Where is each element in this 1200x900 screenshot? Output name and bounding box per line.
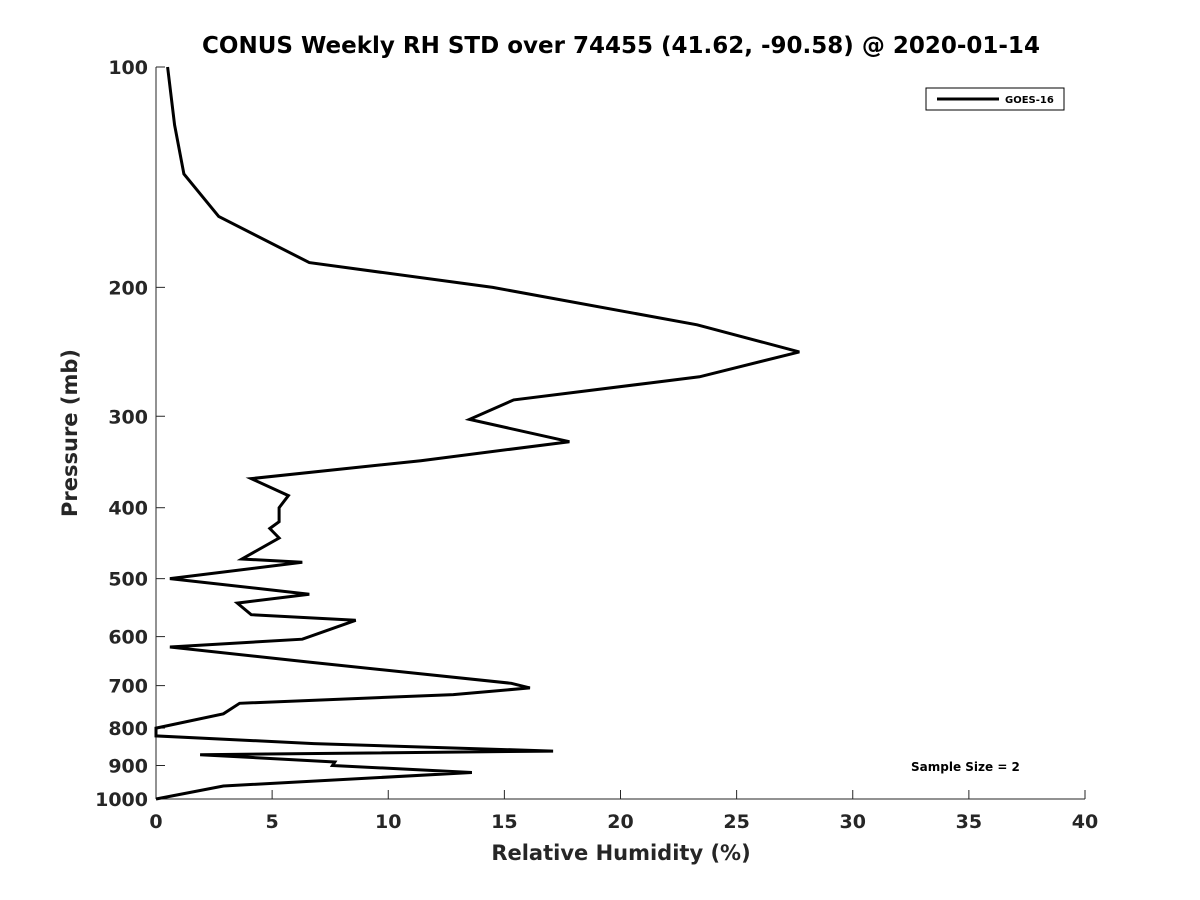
- sample-size-annotation: Sample Size = 2: [911, 760, 1020, 774]
- x-axis-label: Relative Humidity (%): [491, 841, 750, 865]
- series-group: [154, 66, 800, 801]
- x-tick-label: 15: [491, 811, 517, 833]
- x-tick-label: 25: [723, 811, 749, 833]
- y-tick-label: 900: [108, 756, 148, 778]
- axes: 0 5 10 15 20 25 30 35 40 100 200 300 400 500 600 700 800…: [95, 57, 1098, 833]
- y-tick-label: 300: [108, 406, 148, 428]
- x-tick-label: 10: [375, 811, 401, 833]
- y-axis-label: Pressure (mb): [58, 349, 82, 517]
- x-tick-label: 30: [840, 811, 866, 833]
- y-tick-label: 700: [108, 676, 148, 698]
- x-tick-label: 20: [607, 811, 633, 833]
- y-tick-label: 800: [108, 718, 148, 740]
- x-tick-label: 5: [266, 811, 279, 833]
- y-tick-label: 100: [108, 57, 148, 79]
- y-tick-label: 200: [108, 277, 148, 299]
- y-tick-label: 600: [108, 627, 148, 649]
- x-tick-label: 0: [149, 811, 162, 833]
- x-tick-label: 40: [1072, 811, 1098, 833]
- legend: GOES-16: [925, 87, 1065, 111]
- series-line-goes-16: [154, 66, 800, 801]
- y-tick-label: 400: [108, 498, 148, 520]
- y-tick-label: 500: [108, 569, 148, 591]
- legend-label-goes-16: GOES-16: [1005, 95, 1054, 106]
- chart-title: CONUS Weekly RH STD over 74455 (41.62, -…: [202, 33, 1040, 59]
- x-tick-label: 35: [956, 811, 982, 833]
- y-tick-label: 1000: [95, 789, 148, 811]
